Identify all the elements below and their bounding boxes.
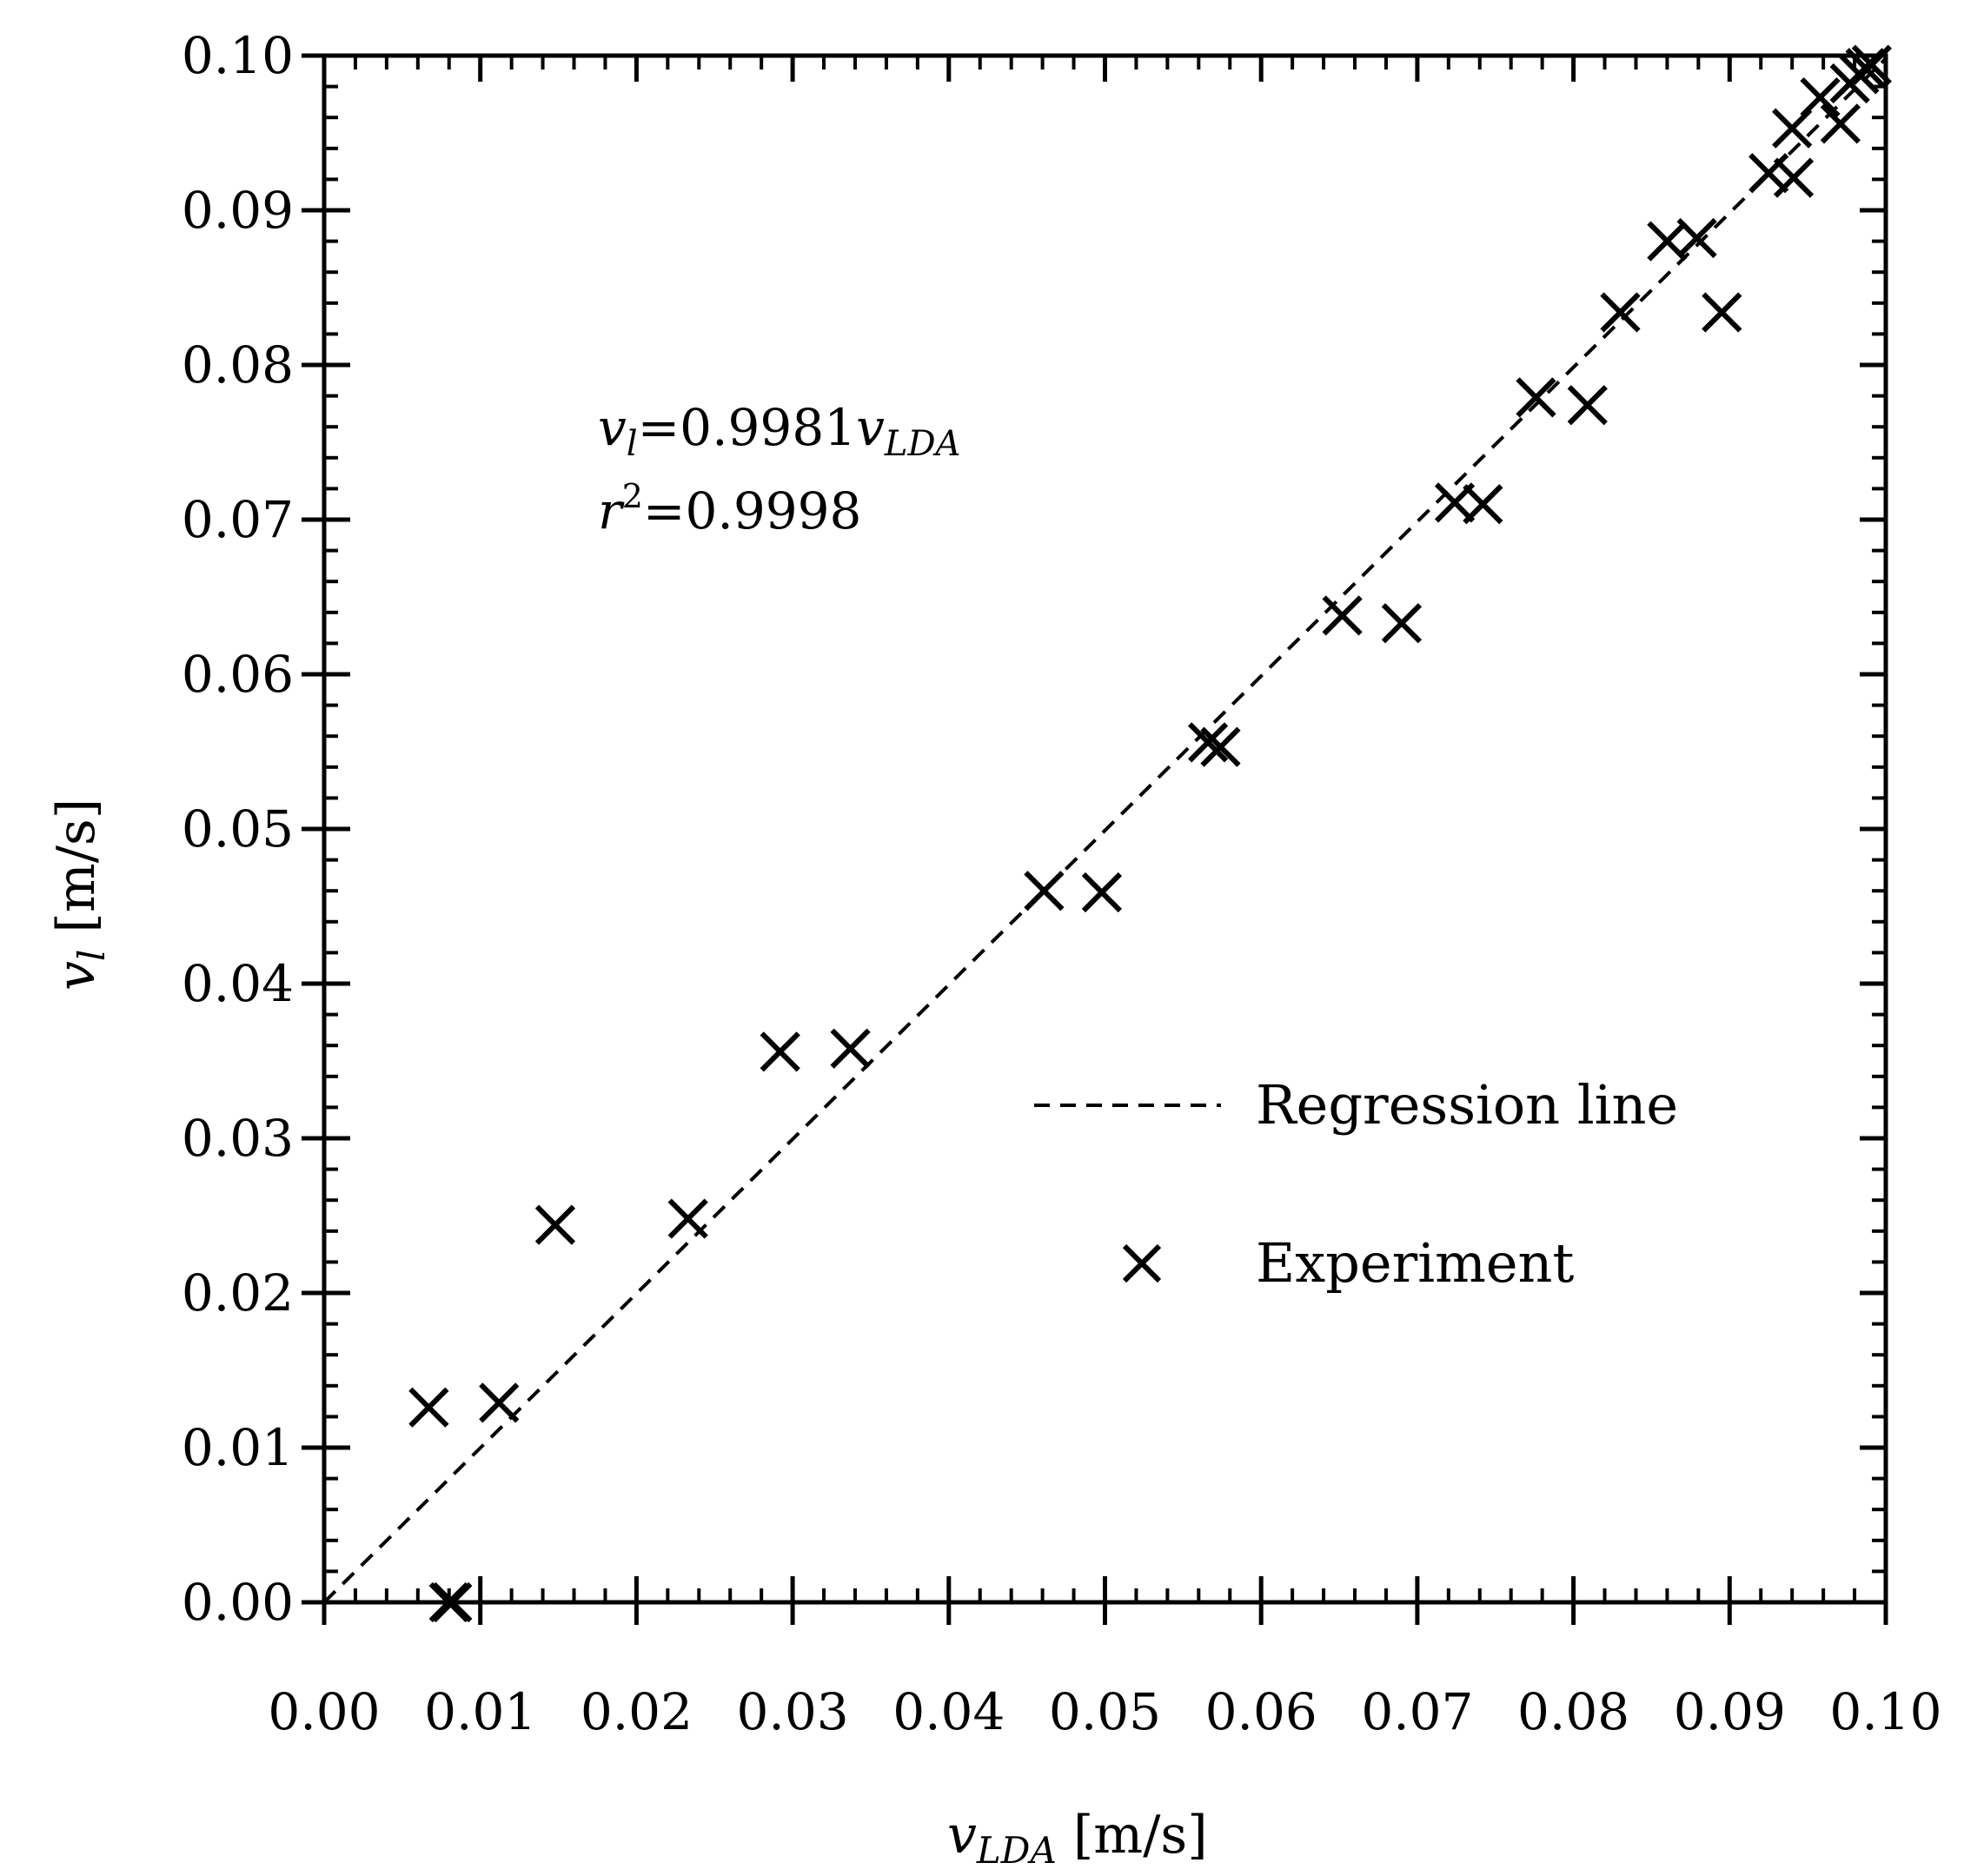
experiment-point (1676, 217, 1717, 259)
experiment-point (408, 1387, 449, 1428)
x-tick-label: 0.07 (1361, 1682, 1473, 1741)
experiment-point (1463, 484, 1503, 525)
experiment-point (1773, 157, 1815, 198)
experiment-point (1567, 385, 1608, 426)
y-tick-label: 0.04 (182, 954, 294, 1013)
y-tick-label: 0.06 (182, 645, 294, 704)
experiment-point (1516, 377, 1556, 418)
y-tick-label: 0.08 (182, 335, 294, 394)
experiment-points (408, 44, 1892, 1623)
x-tick-label: 0.03 (737, 1682, 849, 1741)
legend-experiment-label: Experiment (1256, 1231, 1574, 1295)
experiment-point (667, 1198, 708, 1239)
experiment-point (830, 1028, 871, 1069)
x-tick-label: 0.10 (1829, 1682, 1941, 1741)
x-axis-title: vLDA [m/s] (947, 1805, 1208, 1872)
y-axis-title: vl [m/s] (46, 799, 113, 991)
y-tick-label: 0.07 (182, 490, 294, 549)
x-tick-label: 0.01 (424, 1682, 536, 1741)
experiment-point (1800, 76, 1841, 118)
experiment-point (1322, 595, 1363, 636)
x-tick-label: 0.06 (1205, 1682, 1317, 1741)
experiment-point (1820, 103, 1861, 144)
regression-equation: vl=0.9981vLDA (598, 398, 960, 464)
x-tick-label: 0.04 (892, 1682, 1005, 1741)
x-tick-label: 0.09 (1674, 1682, 1786, 1741)
experiment-point (1702, 292, 1742, 333)
y-tick-label: 0.03 (182, 1109, 294, 1168)
y-tick-label: 0.01 (182, 1418, 294, 1477)
experiment-point (760, 1031, 800, 1072)
x-tick-label: 0.00 (268, 1682, 380, 1741)
experiment-point (1748, 153, 1789, 194)
experiment-point (534, 1204, 576, 1245)
experiment-point (1187, 722, 1229, 763)
y-tick-label: 0.02 (182, 1263, 294, 1322)
legend: Regression line Experiment (1034, 1073, 1678, 1295)
experiment-point (1600, 292, 1641, 333)
y-tick-label: 0.05 (182, 799, 294, 858)
experiment-point (1200, 726, 1241, 767)
experiment-point (1381, 603, 1423, 644)
experiment-point (1081, 872, 1123, 913)
regression-line (322, 56, 1888, 1604)
x-tick-labels: 0.00 0.01 0.02 0.03 0.04 0.05 0.06 0.07 0.08 0.09… (268, 1682, 1941, 1741)
experiment-point (479, 1382, 520, 1423)
y-tick-labels: 0.00 0.01 0.02 0.03 0.04 0.05 0.06 0.07 0.08 0.09… (182, 26, 294, 1632)
x-tick-label: 0.08 (1517, 1682, 1629, 1741)
x-tick-label: 0.02 (581, 1682, 693, 1741)
y-tick-label: 0.10 (182, 26, 294, 85)
experiment-point (1024, 871, 1065, 911)
y-tick-label: 0.09 (182, 181, 294, 240)
legend-experiment-marker (1122, 1243, 1162, 1283)
y-tick-label: 0.00 (182, 1573, 294, 1632)
r-squared-annotation: r2=0.9998 (598, 477, 861, 540)
legend-regression-label: Regression line (1256, 1073, 1678, 1137)
x-tick-label: 0.05 (1049, 1682, 1161, 1741)
plot-frame (322, 53, 1888, 1605)
